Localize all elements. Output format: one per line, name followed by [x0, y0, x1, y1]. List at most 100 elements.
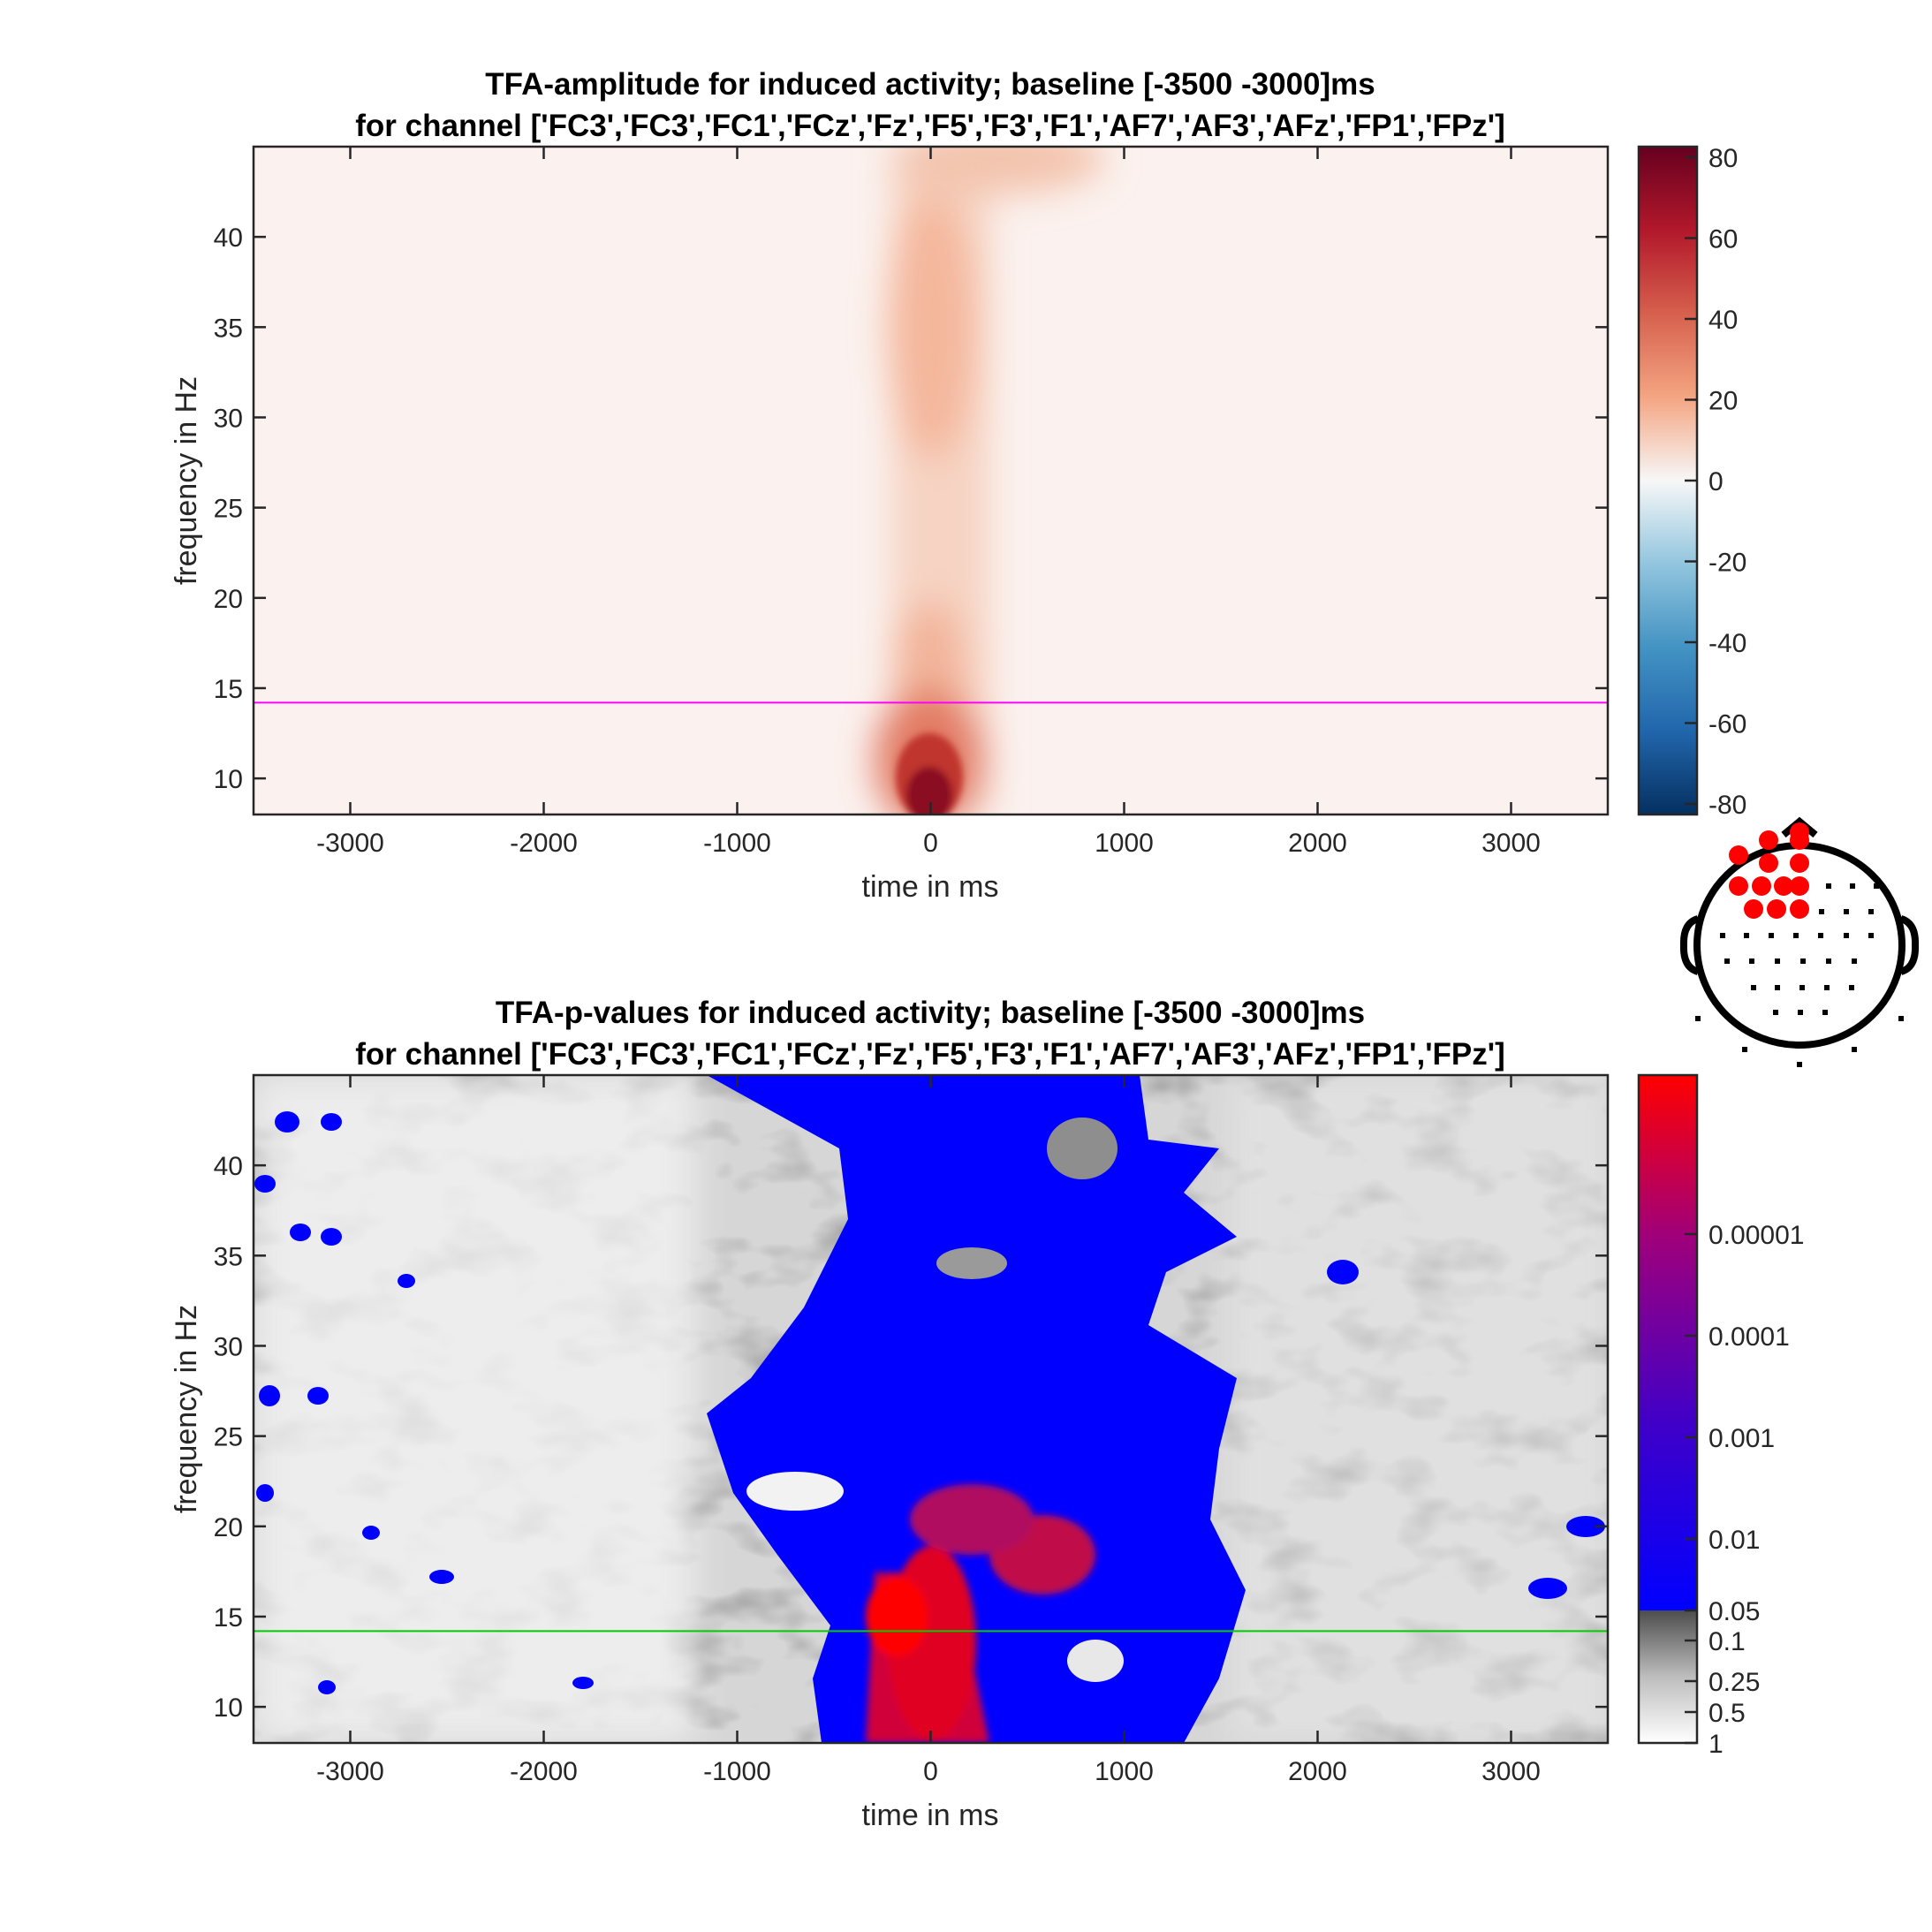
- x-tick-label: -2000: [510, 829, 578, 858]
- highlighted-sensor: [1729, 876, 1748, 896]
- sensor-dot: [1868, 909, 1874, 914]
- x-tick-label: -3000: [316, 829, 384, 858]
- amplitude-title: TFA-amplitude for induced activity; base…: [485, 67, 1375, 102]
- amplitude-ylabel: frequency in Hz: [170, 376, 203, 585]
- y-tick-label: 20: [214, 585, 243, 614]
- sensor-dot: [1799, 985, 1805, 990]
- sensor-dot: [1775, 985, 1780, 990]
- highlighted-sensor: [1790, 899, 1809, 919]
- y-tick-label: 20: [214, 1513, 243, 1542]
- sensor-dot: [1822, 1010, 1828, 1015]
- pvalue-colorbar: 0.00001 0.0001 0.001 0.01 0.050.1 0.250.51: [1637, 1073, 1804, 1759]
- x-tick-label: 3000: [1481, 1757, 1541, 1786]
- x-tick-label: -1000: [703, 829, 771, 858]
- colorbar-tick-label: -20: [1708, 549, 1746, 578]
- colorbar-tick-label: 1: [1708, 1730, 1724, 1759]
- sensor-dot: [1826, 883, 1831, 889]
- pvalue-title: TFA-p-values for induced activity; basel…: [496, 996, 1365, 1030]
- pvalue-heatmap: [254, 1075, 1608, 1743]
- sensor-dot: [1742, 1047, 1747, 1052]
- colorbar-tick-label: 0.01: [1708, 1526, 1760, 1555]
- sensor-dot: [1849, 985, 1854, 990]
- sensor-dot: [1724, 958, 1730, 964]
- y-tick-label: 10: [214, 1693, 243, 1723]
- sensor-dot: [1826, 958, 1831, 964]
- sensor-dot: [1695, 1016, 1701, 1021]
- highlighted-sensor: [1729, 845, 1748, 865]
- low-frequency-blobs: [254, 1111, 594, 1694]
- head-right-ear: [1899, 915, 1920, 975]
- highlighted-sensor: [1790, 853, 1809, 873]
- nonsignificant-islands: [746, 1118, 1124, 1682]
- y-tick-label: 10: [214, 765, 243, 794]
- amplitude-colorbar: 80 60 40 20 0 -20 -40 -60 -80: [1637, 144, 1746, 820]
- colorbar-tick-label: 0.0001: [1708, 1322, 1790, 1352]
- x-tick-label: 1000: [1095, 829, 1154, 858]
- highlighted-sensor: [1752, 876, 1771, 896]
- head-map: [1679, 816, 1920, 1067]
- amplitude-heatmap: [254, 147, 1608, 814]
- sensor-dot: [1850, 883, 1855, 889]
- highlighted-sensor: [1790, 876, 1809, 896]
- amplitude-xlabel: time in ms: [862, 870, 999, 904]
- sensor-dot: [1819, 909, 1824, 914]
- colorbar-tick-label: 0.001: [1708, 1424, 1775, 1453]
- pvalue-xlabel: time in ms: [862, 1799, 999, 1832]
- highlighted-sensor: [1744, 899, 1763, 919]
- highlighted-sensor: [1790, 830, 1809, 850]
- x-tick-label: -3000: [316, 1757, 384, 1786]
- colorbar-tick-label: 0: [1708, 467, 1724, 496]
- sensor-dot: [1744, 933, 1749, 938]
- amplitude-subtitle: for channel ['FC3','FC3','FC1','FCz','Fz…: [355, 109, 1505, 143]
- y-tick-label: 40: [214, 1152, 243, 1181]
- colorbar-tick-label: -80: [1708, 791, 1746, 820]
- colorbar-tick-label: 40: [1708, 306, 1738, 335]
- highlighted-sensor: [1774, 876, 1793, 896]
- sensor-dot: [1775, 958, 1780, 964]
- head-left-ear: [1679, 915, 1700, 975]
- colorbar-tick-label: -40: [1708, 629, 1746, 658]
- colorbar-tick-label: 20: [1708, 387, 1738, 416]
- head-nose: [1781, 816, 1818, 838]
- sensor-dot: [1798, 1010, 1803, 1015]
- y-tick-label: 25: [214, 495, 243, 524]
- amplitude-panel: TFA-amplitude for induced activity; base…: [170, 67, 1746, 904]
- x-tick-label: 0: [923, 1757, 938, 1786]
- y-tick-label: 35: [214, 314, 243, 343]
- sensor-dot: [1773, 1010, 1778, 1015]
- x-tick-label: 2000: [1288, 1757, 1347, 1786]
- sensor-dot: [1824, 985, 1830, 990]
- sensor-dot: [1800, 958, 1806, 964]
- colorbar-tick-label: 0.05: [1708, 1597, 1760, 1626]
- colorbar-tick-label: 0.25: [1708, 1668, 1760, 1697]
- y-tick-label: 35: [214, 1242, 243, 1271]
- head-outline: [1693, 842, 1905, 1049]
- x-tick-label: 3000: [1481, 829, 1541, 858]
- y-tick-label: 15: [214, 1603, 243, 1633]
- colorbar-tick-label: 80: [1708, 144, 1738, 173]
- highlighted-sensor: [1767, 899, 1786, 919]
- colorbar-tick-label: 60: [1708, 225, 1738, 254]
- sensor-dot: [1720, 933, 1725, 938]
- x-tick-label: 2000: [1288, 829, 1347, 858]
- pvalue-subtitle: for channel ['FC3','FC3','FC1','FCz','Fz…: [355, 1037, 1505, 1072]
- sensor-dot: [1844, 909, 1849, 914]
- colorbar-tick-label: 0.5: [1708, 1699, 1746, 1728]
- pvalue-panel: TFA-p-values for induced activity; basel…: [170, 996, 1804, 1832]
- colorbar-tick-label: 0.1: [1708, 1627, 1746, 1656]
- highlighted-sensor: [1759, 830, 1778, 850]
- pvalue-ylabel: frequency in Hz: [170, 1305, 203, 1513]
- significant-peak: [866, 1484, 1095, 1743]
- sensor-dot: [1852, 958, 1857, 964]
- sensor-dot: [1797, 1062, 1802, 1067]
- sensor-dot: [1844, 933, 1849, 938]
- x-tick-label: -2000: [510, 1757, 578, 1786]
- colorbar-tick-label: -60: [1708, 710, 1746, 739]
- x-tick-label: 1000: [1095, 1757, 1154, 1786]
- sensor-dot: [1898, 1016, 1904, 1021]
- sensor-dot: [1751, 985, 1756, 990]
- x-tick-label: 0: [923, 829, 938, 858]
- colorbar-tick-label: 0.00001: [1708, 1221, 1804, 1250]
- sensor-dot: [1793, 933, 1799, 938]
- x-tick-label: -1000: [703, 1757, 771, 1786]
